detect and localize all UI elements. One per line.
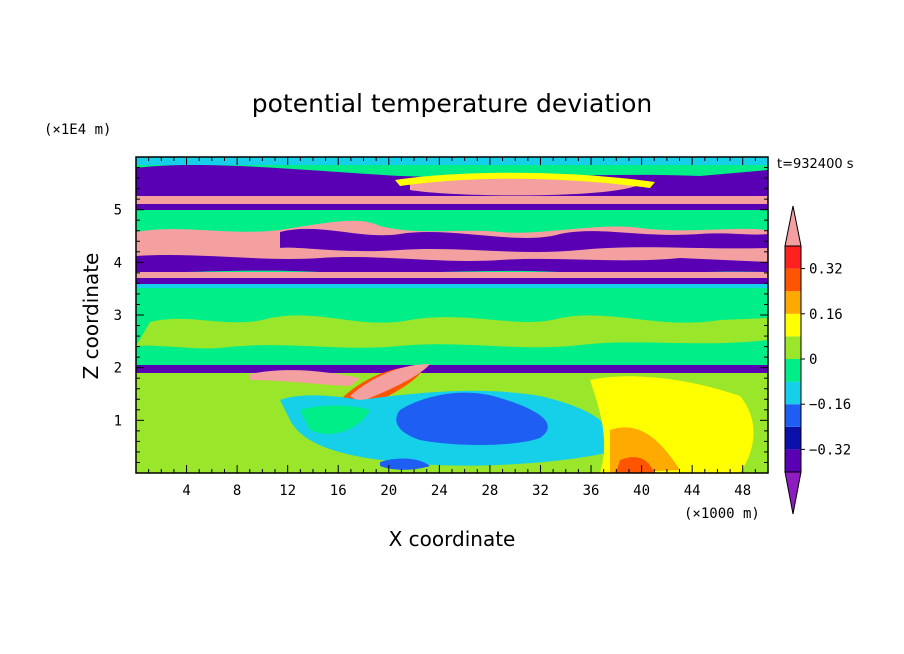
time-label: t=932400 s bbox=[777, 157, 854, 172]
colorbar-bin bbox=[785, 336, 801, 359]
colorbar-extend-low bbox=[784, 471, 802, 515]
y-axis-title: Z coordinate bbox=[79, 253, 103, 380]
x-tick-label: 40 bbox=[633, 483, 650, 499]
colorbar-bin bbox=[785, 449, 801, 472]
chart-title: potential temperature deviation bbox=[252, 89, 652, 118]
colorbar-bin bbox=[785, 246, 801, 269]
colorbar-bin bbox=[785, 404, 801, 427]
colorbar-bin bbox=[785, 359, 801, 382]
y-tick-label: 1 bbox=[114, 413, 122, 429]
field-blue-anomaly bbox=[396, 392, 548, 445]
field-line-36 bbox=[136, 284, 768, 288]
contour-field bbox=[136, 157, 768, 473]
field-blue-patch bbox=[380, 458, 430, 470]
colorbar-extend-high bbox=[784, 205, 802, 247]
colorbar-bin bbox=[785, 381, 801, 405]
x-tick-label: 24 bbox=[431, 483, 448, 499]
field-line-51 bbox=[136, 204, 768, 210]
y-axis: 1 2 3 4 5 bbox=[114, 167, 768, 463]
y-unit-label: (×1E4 m) bbox=[44, 122, 111, 138]
y-tick-label: 2 bbox=[114, 361, 122, 377]
y-tick-label: 4 bbox=[114, 255, 122, 271]
field-line-20 bbox=[136, 365, 768, 373]
x-axis-title: X coordinate bbox=[389, 527, 516, 551]
field-pink-2 bbox=[250, 370, 360, 386]
x-tick-label: 44 bbox=[684, 483, 701, 499]
field-pink-slant bbox=[350, 364, 430, 402]
x-tick-label: 28 bbox=[481, 483, 498, 499]
x-unit-label: (×1000 m) bbox=[684, 506, 760, 522]
field-top-yellow bbox=[395, 172, 655, 188]
field-line-52 bbox=[136, 196, 768, 204]
x-tick-label: 12 bbox=[279, 483, 296, 499]
y-tick-label: 5 bbox=[114, 203, 122, 219]
field-green-anomaly bbox=[300, 405, 370, 434]
colorbar-bin bbox=[785, 268, 801, 292]
x-tick-label: 32 bbox=[532, 483, 549, 499]
colorbar-label: 0.32 bbox=[809, 262, 843, 278]
colorbar-label: −0.16 bbox=[809, 397, 851, 413]
colorbar-bin bbox=[785, 426, 801, 450]
field-line-38 bbox=[136, 272, 768, 278]
colorbar-bin bbox=[785, 291, 801, 314]
x-tick-label: 8 bbox=[233, 483, 241, 499]
field-red-warm bbox=[616, 457, 654, 473]
y-tick-label: 3 bbox=[114, 308, 122, 324]
colorbar-bin bbox=[785, 313, 801, 337]
colorbar-label: −0.32 bbox=[809, 442, 851, 458]
x-axis: 4 8 12 16 20 24 28 32 36 40 44 48 bbox=[148, 157, 756, 499]
x-tick-label: 20 bbox=[380, 483, 397, 499]
x-tick-label: 48 bbox=[734, 483, 751, 499]
field-mid-blobs bbox=[136, 315, 768, 349]
x-tick-label: 36 bbox=[583, 483, 600, 499]
field-upper-purple-2 bbox=[136, 255, 768, 274]
colorbar: 0.32 0.16 0 −0.16 −0.32 bbox=[784, 205, 851, 515]
field-line-37 bbox=[136, 278, 768, 284]
colorbar-label: 0 bbox=[809, 352, 817, 368]
field-upper-purple-1 bbox=[280, 228, 768, 252]
x-tick-label: 16 bbox=[330, 483, 347, 499]
x-tick-label: 4 bbox=[182, 483, 190, 499]
colorbar-label: 0.16 bbox=[809, 307, 843, 323]
